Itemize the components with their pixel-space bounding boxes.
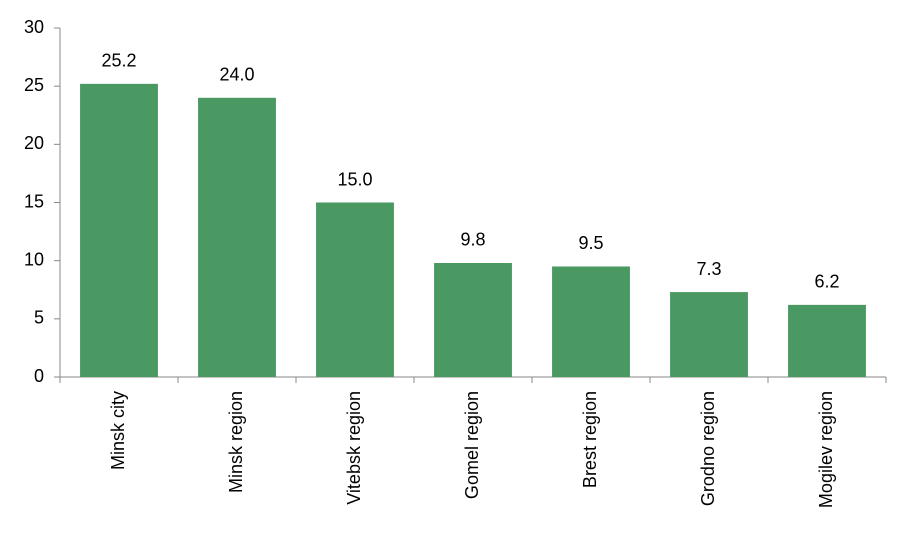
value-label: 25.2 bbox=[101, 51, 136, 71]
value-label: 6.2 bbox=[814, 272, 839, 292]
x-tick-label: Minsk region bbox=[226, 391, 246, 493]
x-tick-label: Gomel region bbox=[462, 391, 482, 499]
value-label: 7.3 bbox=[696, 259, 721, 279]
value-label: 9.5 bbox=[578, 233, 603, 253]
value-label: 9.8 bbox=[460, 230, 485, 250]
x-tick-label: Brest region bbox=[580, 391, 600, 488]
y-tick-label: 30 bbox=[24, 17, 44, 37]
bar bbox=[80, 83, 158, 377]
y-tick-label: 15 bbox=[24, 191, 44, 211]
x-tick-label: Minsk city bbox=[108, 391, 128, 470]
x-tick-label: Grodno region bbox=[698, 391, 718, 506]
y-tick-label: 25 bbox=[24, 75, 44, 95]
value-label: 24.0 bbox=[219, 65, 254, 85]
y-tick-label: 0 bbox=[34, 366, 44, 386]
y-tick-label: 20 bbox=[24, 133, 44, 153]
bar bbox=[198, 97, 276, 378]
bar bbox=[316, 202, 394, 377]
y-tick-label: 5 bbox=[34, 308, 44, 328]
x-tick-label: Mogilev region bbox=[816, 391, 836, 508]
bar bbox=[434, 262, 512, 377]
y-tick-label: 10 bbox=[24, 249, 44, 269]
bar bbox=[788, 304, 866, 377]
value-label: 15.0 bbox=[337, 169, 372, 189]
bar bbox=[670, 292, 748, 377]
bar bbox=[552, 266, 630, 377]
x-tick-label: Vitebsk region bbox=[344, 391, 364, 505]
